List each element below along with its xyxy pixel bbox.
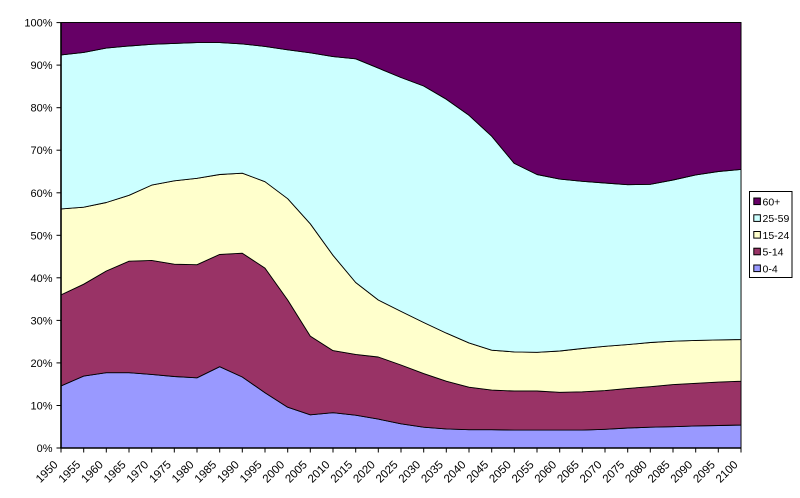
svg-text:0%: 0% xyxy=(37,443,53,455)
svg-text:50%: 50% xyxy=(30,230,52,242)
svg-text:15-24: 15-24 xyxy=(763,230,790,242)
svg-text:20%: 20% xyxy=(30,358,52,370)
svg-text:25-59: 25-59 xyxy=(763,213,790,225)
svg-text:90%: 90% xyxy=(30,60,52,72)
svg-text:5-14: 5-14 xyxy=(763,247,784,259)
svg-text:40%: 40% xyxy=(30,273,52,285)
svg-text:100%: 100% xyxy=(24,18,52,30)
svg-text:60+: 60+ xyxy=(763,196,781,208)
svg-text:70%: 70% xyxy=(30,145,52,157)
svg-text:80%: 80% xyxy=(30,103,52,115)
svg-text:10%: 10% xyxy=(30,401,52,413)
svg-text:60%: 60% xyxy=(30,188,52,200)
svg-text:0-4: 0-4 xyxy=(763,263,778,275)
svg-text:30%: 30% xyxy=(30,315,52,327)
